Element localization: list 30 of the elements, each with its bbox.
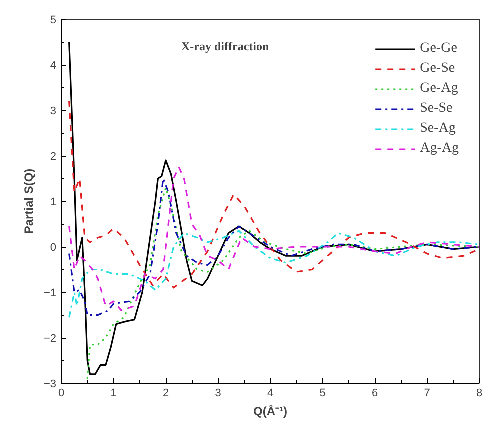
x-tick-label: 2: [162, 388, 170, 400]
y-tick-label: 2: [50, 151, 57, 163]
y-tick-label: −2: [44, 333, 57, 345]
line-series: [86, 187, 480, 380]
y-tick-label: 0: [50, 242, 57, 254]
legend-label: Se-Se: [420, 101, 453, 117]
x-tick-label: 5: [320, 388, 326, 400]
x-tick-label: 6: [372, 388, 378, 400]
y-axis-title: Partial S(Q): [22, 168, 36, 234]
y-tick-label: −1: [44, 288, 57, 300]
y-tick-label: −3: [44, 378, 57, 390]
x-axis-title: Q(Å⁻¹): [254, 404, 288, 418]
legend-label: Ag-Ag: [420, 141, 459, 157]
y-tick-label: 3: [50, 106, 57, 118]
x-tick-label: 0: [58, 388, 65, 400]
line-series: [68, 230, 480, 318]
x-tick-label: 7: [424, 388, 430, 400]
x-tick-label: 3: [215, 388, 222, 400]
legend-label: Se-Ag: [420, 121, 456, 137]
x-tick-label: 1: [110, 388, 117, 400]
legend-label: Ge-Se: [420, 61, 456, 77]
y-tick-label: 1: [50, 196, 57, 208]
x-tick-label: 8: [476, 388, 483, 400]
line-series: [68, 41, 480, 376]
annotation: X-ray diffraction: [182, 40, 270, 54]
legend-label: Ge-Ag: [420, 81, 458, 97]
y-tick-label: 4: [50, 60, 57, 72]
y-tick-label: 5: [50, 14, 57, 26]
x-tick-label: 4: [267, 388, 274, 400]
legend-label: Ge-Ge: [420, 41, 458, 57]
